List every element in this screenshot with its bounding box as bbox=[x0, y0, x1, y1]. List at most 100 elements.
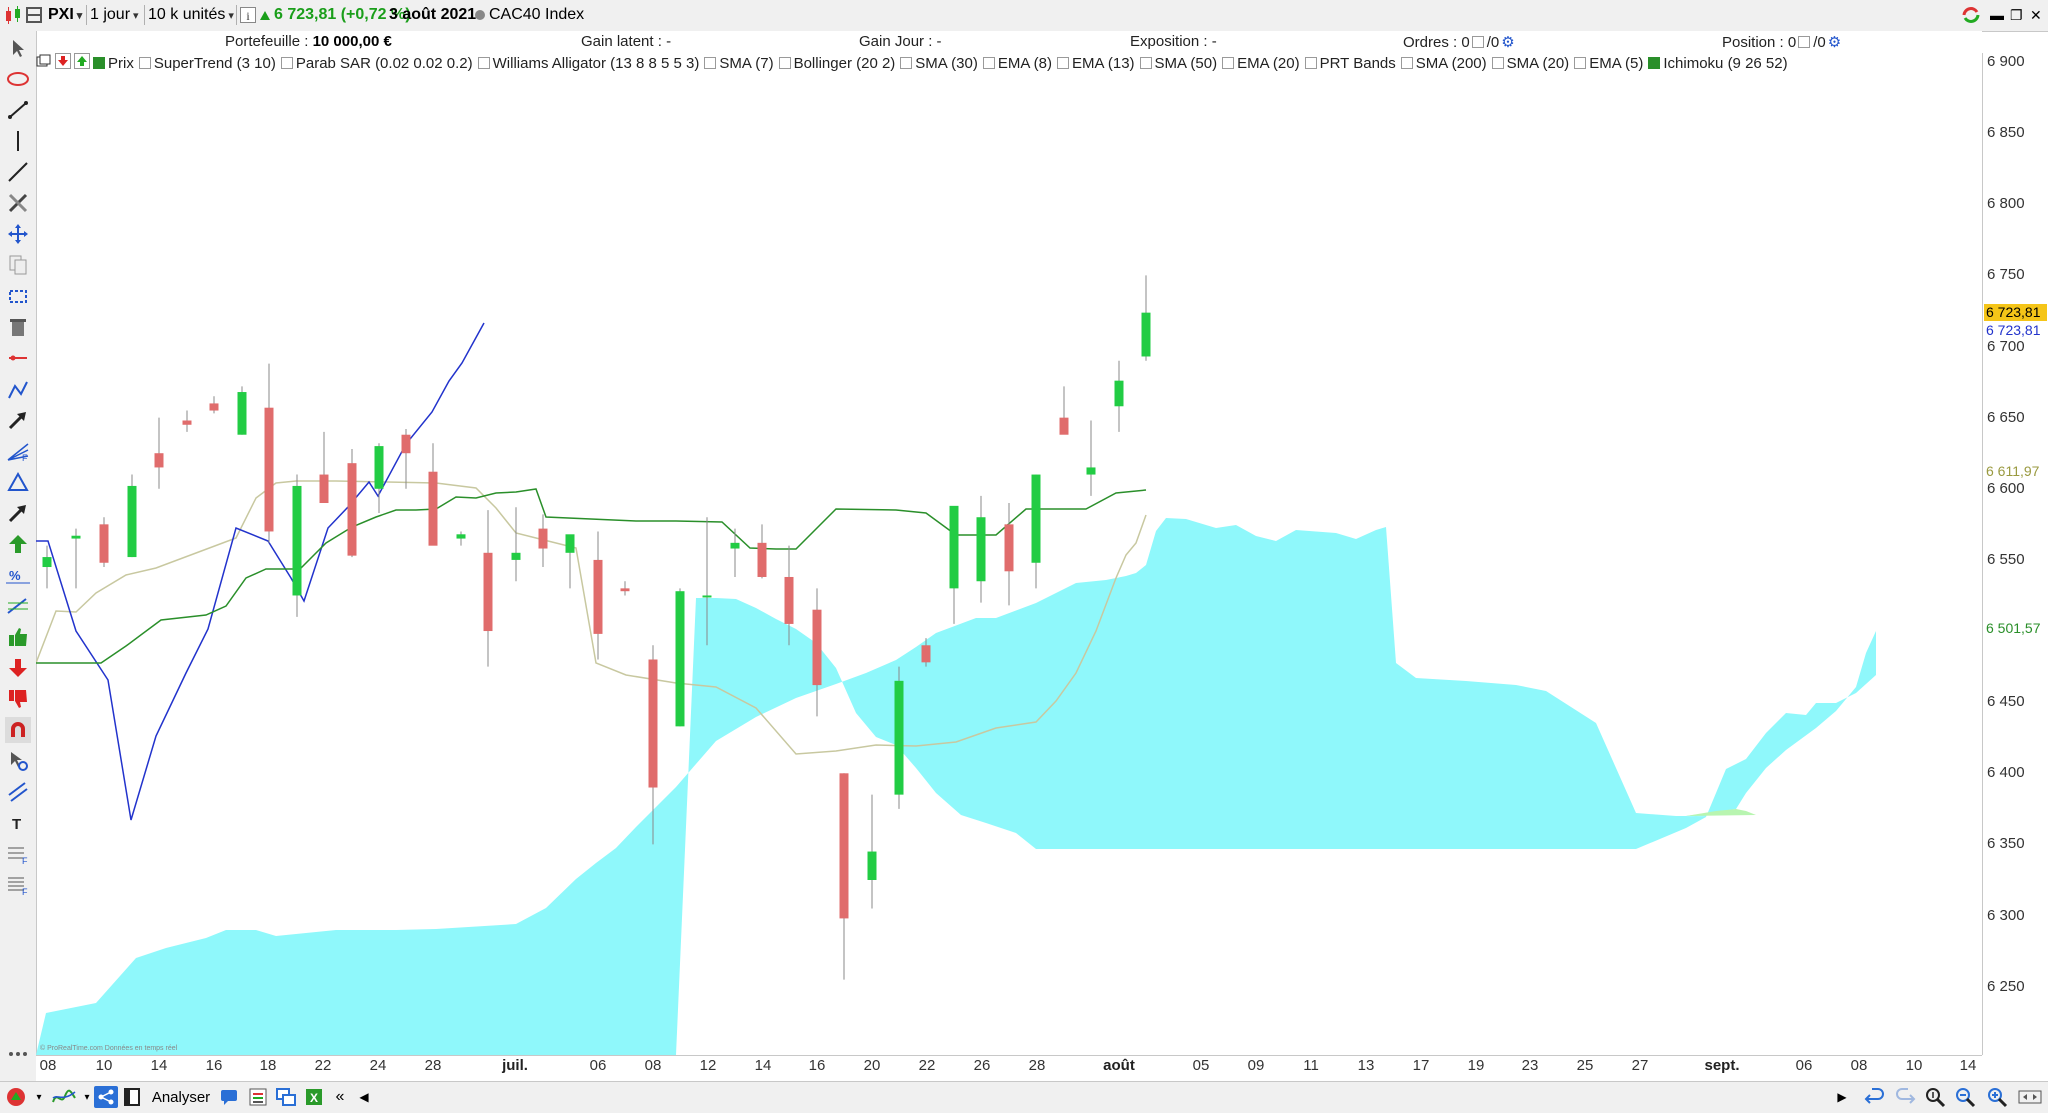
indicator-checkbox[interactable] bbox=[1139, 57, 1152, 69]
arrow-line-icon[interactable] bbox=[5, 500, 31, 526]
scroll-left-icon[interactable]: ◀ bbox=[359, 1090, 369, 1104]
fibonacci-retracement-icon[interactable] bbox=[5, 593, 31, 619]
panel-icon[interactable] bbox=[120, 1086, 144, 1108]
percent-tool-icon[interactable]: % bbox=[5, 562, 31, 588]
indicator-toggle[interactable]: SMA (30) bbox=[900, 55, 978, 72]
price-axis[interactable]: 6 900 6 850 6 800 6 750 6 700 6 650 6 600 6 550… bbox=[1982, 53, 2048, 1055]
position-toggle[interactable] bbox=[1798, 36, 1811, 48]
indicator-toggle[interactable]: EMA (8) bbox=[982, 55, 1052, 72]
indicator-checkbox[interactable] bbox=[1304, 57, 1317, 69]
trend-line-icon[interactable] bbox=[5, 159, 31, 185]
indicator-checkbox[interactable] bbox=[1648, 57, 1661, 69]
indicator-checkbox[interactable] bbox=[280, 57, 293, 69]
down-arrow-icon[interactable] bbox=[5, 655, 31, 681]
zoom-out-icon[interactable] bbox=[1952, 1086, 1978, 1108]
ticker-select[interactable]: PXI bbox=[48, 4, 82, 26]
move-icon[interactable] bbox=[5, 221, 31, 247]
indicator-toggle[interactable]: EMA (13) bbox=[1057, 55, 1135, 72]
zoom-range-icon[interactable] bbox=[2016, 1086, 2044, 1108]
indicator-toggle[interactable]: Bollinger (20 2) bbox=[778, 55, 895, 72]
indicator-toggle[interactable]: Williams Alligator (13 8 8 5 5 3) bbox=[477, 55, 699, 72]
indicator-toggle[interactable]: SuperTrend (3 10) bbox=[138, 55, 276, 72]
thumbs-up-icon[interactable] bbox=[5, 624, 31, 650]
ordres-toggle[interactable] bbox=[1471, 36, 1484, 48]
chat-icon[interactable] bbox=[218, 1086, 242, 1108]
thumbs-down-icon[interactable] bbox=[5, 686, 31, 712]
indicator-checkbox[interactable] bbox=[900, 57, 913, 69]
more-tools-icon[interactable] bbox=[5, 1045, 31, 1063]
share-icon[interactable] bbox=[94, 1086, 118, 1108]
ellipse-tool-icon[interactable] bbox=[5, 66, 31, 92]
indicator-checkbox[interactable] bbox=[1057, 57, 1070, 69]
indicator-toggle[interactable]: EMA (20) bbox=[1222, 55, 1300, 72]
indicator-checkbox[interactable] bbox=[1222, 57, 1235, 69]
rectangle-select-icon[interactable] bbox=[5, 283, 31, 309]
indicator-checkbox[interactable] bbox=[93, 57, 105, 69]
timeframe-select[interactable]: 1 jour bbox=[90, 4, 139, 26]
trash-icon[interactable] bbox=[5, 314, 31, 340]
analyser-button[interactable]: Analyser bbox=[151, 1088, 211, 1106]
refresh-icon[interactable] bbox=[1960, 4, 1982, 26]
indicator-checkbox[interactable] bbox=[778, 57, 791, 69]
indicator-toggle[interactable]: Ichimoku (9 26 52) bbox=[1648, 55, 1788, 72]
list-icon[interactable] bbox=[246, 1086, 270, 1108]
indicator-checkbox[interactable] bbox=[982, 57, 995, 69]
pattern-icon[interactable] bbox=[5, 376, 31, 402]
indicators-icon[interactable] bbox=[50, 1086, 78, 1108]
sell-arrow-icon[interactable] bbox=[55, 53, 71, 73]
chart-options-icon[interactable] bbox=[24, 4, 44, 26]
text-tool-icon[interactable]: T bbox=[5, 810, 31, 836]
fibonacci-time-icon[interactable]: F bbox=[5, 872, 31, 898]
vertical-line-icon[interactable] bbox=[5, 128, 31, 154]
cursor-icon[interactable] bbox=[5, 35, 31, 61]
indicator-toggle[interactable]: SMA (7) bbox=[704, 55, 774, 72]
restore-icon[interactable]: ❐ bbox=[2010, 6, 2023, 23]
info-icon[interactable]: i bbox=[240, 4, 256, 26]
zoom-fit-icon[interactable] bbox=[1922, 1086, 1948, 1108]
indicator-toggle[interactable]: SMA (50) bbox=[1139, 55, 1217, 72]
indicator-checkbox[interactable] bbox=[477, 57, 490, 69]
units-select[interactable]: 10 k unités bbox=[148, 4, 234, 26]
minimize-icon[interactable]: ▬ bbox=[1990, 7, 2004, 23]
window-icon[interactable] bbox=[36, 54, 52, 72]
indicator-checkbox[interactable] bbox=[1491, 57, 1504, 69]
buy-arrow-icon[interactable] bbox=[74, 53, 90, 73]
indicator-toggle[interactable]: Parab SAR (0.02 0.02 0.2) bbox=[280, 55, 473, 72]
indicators-dropdown-icon[interactable]: ▾ bbox=[84, 1091, 90, 1103]
indicator-toggle[interactable]: PRT Bands bbox=[1304, 55, 1396, 72]
indicator-checkbox[interactable] bbox=[138, 57, 151, 69]
ordres-settings-icon[interactable]: ⚙ bbox=[1501, 34, 1515, 51]
tools-icon[interactable] bbox=[5, 190, 31, 216]
indicator-checkbox[interactable] bbox=[704, 57, 717, 69]
fibonacci-levels-icon[interactable]: F bbox=[5, 841, 31, 867]
date-axis[interactable]: 08 10 14 16 18 22 24 28 juil. 06 08 12 14 16 20 22 26 28 a… bbox=[36, 1055, 1982, 1082]
scroll-right-icon[interactable]: ▶ bbox=[1837, 1090, 1847, 1104]
indicator-checkbox[interactable] bbox=[1400, 57, 1413, 69]
triangle-tool-icon[interactable] bbox=[5, 469, 31, 495]
indicator-toggle[interactable]: Prix bbox=[93, 55, 134, 72]
undo-icon[interactable] bbox=[1862, 1086, 1888, 1108]
redo-icon[interactable] bbox=[1892, 1086, 1918, 1108]
indicator-toggle[interactable]: EMA (5) bbox=[1574, 55, 1643, 72]
candlestick-icon[interactable] bbox=[4, 4, 22, 26]
collapse-icon[interactable]: « bbox=[335, 1088, 345, 1105]
magnet-icon[interactable] bbox=[5, 717, 31, 743]
fibonacci-fan-icon[interactable]: F bbox=[5, 438, 31, 464]
indicator-checkbox[interactable] bbox=[1574, 57, 1587, 69]
channel-tool-icon[interactable] bbox=[5, 779, 31, 805]
trading-dropdown-icon[interactable]: ▾ bbox=[36, 1091, 42, 1103]
arrow-tool-icon[interactable] bbox=[5, 407, 31, 433]
segment-tool-icon[interactable] bbox=[5, 97, 31, 123]
indicator-toggle[interactable]: SMA (200) bbox=[1400, 55, 1487, 72]
windows-icon[interactable] bbox=[274, 1086, 298, 1108]
indicator-toggle[interactable]: SMA (20) bbox=[1491, 55, 1569, 72]
copy-icon[interactable] bbox=[5, 252, 31, 278]
cursor-magnet-icon[interactable] bbox=[5, 748, 31, 774]
horizontal-line-icon[interactable] bbox=[5, 345, 31, 371]
position-settings-icon[interactable]: ⚙ bbox=[1827, 34, 1842, 51]
zoom-in-icon[interactable] bbox=[1984, 1086, 2010, 1108]
trading-icon[interactable] bbox=[2, 1086, 30, 1108]
spreadsheet-icon[interactable]: X bbox=[302, 1086, 326, 1108]
up-arrow-icon[interactable] bbox=[5, 531, 31, 557]
close-icon[interactable]: ✕ bbox=[2030, 6, 2042, 23]
